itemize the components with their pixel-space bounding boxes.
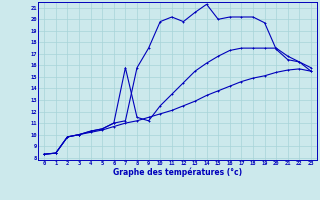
X-axis label: Graphe des températures (°c): Graphe des températures (°c)	[113, 168, 242, 177]
